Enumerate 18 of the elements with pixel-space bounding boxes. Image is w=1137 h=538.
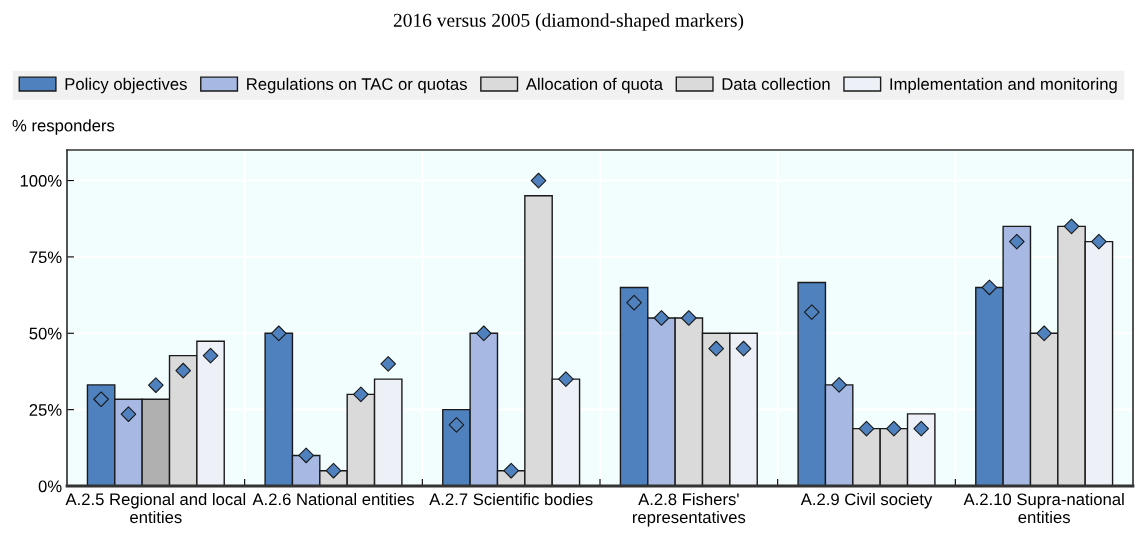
x-tick-label: A.2.7 Scientific bodies — [429, 492, 593, 506]
y-tick-label: 75% — [29, 251, 62, 264]
legend-label: Regulations on TAC or quotas — [247, 77, 467, 94]
y-tick-label: 50% — [29, 327, 62, 340]
x-tick-label: A.2.10 Supra-national entities — [963, 492, 1124, 524]
x-tick-label: A.2.5 Regional and local entities — [65, 492, 246, 524]
y-tick-label: 100% — [20, 174, 62, 187]
legend-label: Allocation of quota — [525, 77, 663, 94]
legend-label: Data collection — [722, 77, 830, 90]
y-axis-title: % responders — [12, 119, 115, 135]
x-tick-label: A.2.8 Fishers' representatives — [632, 492, 746, 527]
legend-label: Implementation and monitoring — [890, 77, 1117, 94]
legend-label: Policy objectives — [65, 77, 187, 94]
x-tick-label: A.2.6 National entities — [252, 492, 414, 506]
y-tick-label: 25% — [29, 404, 62, 416]
x-tick-label: A.2.9 Civil society — [800, 492, 933, 509]
y-tick-label: 0% — [38, 480, 62, 493]
chart-title: 2016 versus 2005 (diamond-shaped markers) — [393, 13, 744, 31]
